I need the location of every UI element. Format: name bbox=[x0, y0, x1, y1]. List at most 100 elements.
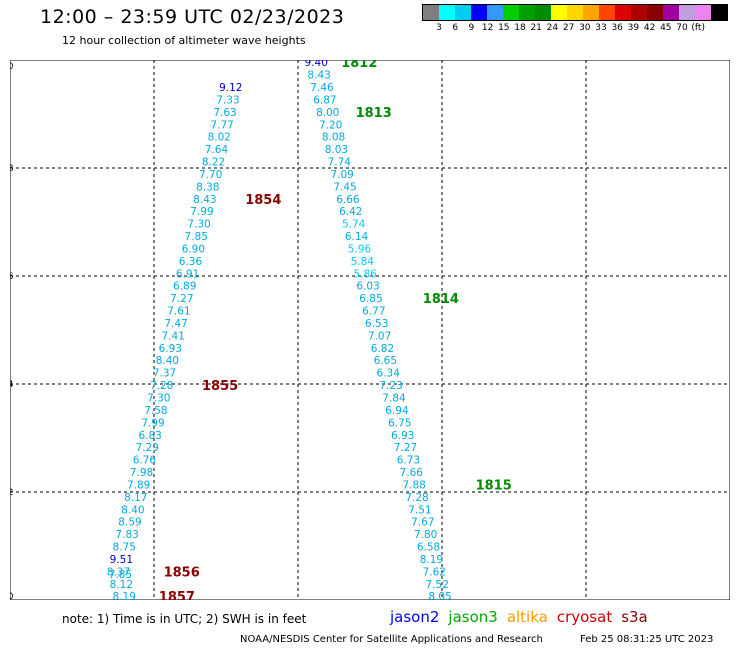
swh-value: 7.28 bbox=[150, 380, 173, 392]
swh-value: 7.67 bbox=[411, 517, 434, 529]
legend-label: 9 bbox=[468, 23, 475, 33]
legend-swatch bbox=[631, 5, 647, 20]
legend-swatch bbox=[695, 5, 711, 20]
swh-value: 7.88 bbox=[402, 479, 425, 491]
swh-value: 7.99 bbox=[190, 206, 213, 218]
legend-label: (ft) bbox=[691, 23, 705, 33]
legend-swatch bbox=[423, 5, 439, 20]
swh-value: 6.65 bbox=[374, 355, 397, 367]
swh-value: 6.42 bbox=[339, 206, 362, 218]
map-frame bbox=[10, 60, 730, 600]
legend-label: 39 bbox=[627, 23, 640, 33]
swh-value: 6.34 bbox=[377, 368, 401, 380]
swh-value: 7.37 bbox=[153, 368, 176, 380]
pass-time-label: 1855 bbox=[202, 379, 238, 394]
legend-swatch bbox=[679, 5, 695, 20]
swh-value: 8.43 bbox=[193, 194, 216, 206]
legend-swatch bbox=[615, 5, 631, 20]
legend-swatch bbox=[647, 5, 663, 20]
swh-value: 7.46 bbox=[310, 82, 334, 94]
swh-value: 7.41 bbox=[162, 330, 185, 342]
swh-value: 6.93 bbox=[391, 430, 414, 442]
swh-value: 6.66 bbox=[336, 194, 360, 206]
swh-value: 7.07 bbox=[368, 330, 391, 342]
legend-swatch bbox=[487, 5, 503, 20]
pass-time-label: 1812 bbox=[341, 60, 377, 71]
legend-label: 36 bbox=[611, 23, 623, 33]
swh-value: 7.28 bbox=[405, 492, 428, 504]
latitude-label: 14 bbox=[10, 380, 14, 390]
swh-value: 9.51 bbox=[110, 554, 133, 566]
footer-note: note: 1) Time is in UTC; 2) SWH is in fe… bbox=[62, 612, 307, 626]
legend-label: 45 bbox=[660, 23, 672, 33]
swh-value: 8.19 bbox=[420, 554, 443, 566]
swh-value: 6.76 bbox=[133, 455, 157, 467]
swh-value: 7.80 bbox=[414, 529, 437, 541]
swh-value: 7.98 bbox=[130, 467, 153, 479]
swh-value: 6.85 bbox=[359, 293, 382, 305]
swh-value: 6.93 bbox=[159, 343, 182, 355]
page-title: 12:00 – 23:59 UTC 02/23/2023 bbox=[40, 6, 345, 28]
altimeter-map: -135-132-129-126-123-120 101214161820 9.… bbox=[10, 60, 730, 600]
pass-time-label: 1813 bbox=[356, 106, 392, 121]
swh-value: 9.40 bbox=[305, 60, 328, 69]
swh-value: 7.51 bbox=[408, 504, 431, 516]
satellite-cryosat: cryosat bbox=[556, 608, 613, 626]
satellite-jason2: jason2 bbox=[390, 608, 440, 626]
legend-swatch bbox=[455, 5, 471, 20]
legend-label: 12 bbox=[481, 23, 494, 33]
swh-value: 6.75 bbox=[388, 417, 411, 429]
pass-time-label: 1815 bbox=[476, 478, 512, 493]
swh-value: 7.77 bbox=[210, 119, 233, 131]
track-times: 181218131814181518161854185518561857 bbox=[159, 60, 512, 600]
legend-swatch bbox=[711, 5, 727, 20]
legend-label: 27 bbox=[562, 23, 575, 33]
latitude-label: 20 bbox=[10, 62, 14, 72]
legend-label: 70 bbox=[676, 23, 688, 33]
swh-value: 6.83 bbox=[138, 430, 161, 442]
legend-swatch bbox=[567, 5, 583, 20]
swh-value: 6.14 bbox=[345, 231, 369, 243]
latitude-label: 16 bbox=[10, 272, 14, 282]
legend-color-bar bbox=[422, 4, 728, 21]
swh-value: 6.91 bbox=[176, 268, 199, 280]
swh-value: 7.09 bbox=[330, 169, 353, 181]
latitude-labels: 10 12 14 16 18 20 bbox=[10, 62, 14, 600]
footer-timestamp: Feb 25 08:31:25 UTC 2023 bbox=[580, 634, 714, 645]
latitude-label: 18 bbox=[10, 164, 14, 174]
swh-value: 5.84 bbox=[351, 256, 375, 268]
swh-value: 5.96 bbox=[348, 243, 372, 255]
swh-value: 8.05 bbox=[428, 591, 451, 600]
swh-value: 9.12 bbox=[219, 82, 242, 94]
swh-value: 6.77 bbox=[362, 306, 385, 318]
swh-value: 7.20 bbox=[319, 119, 342, 131]
swh-value: 6.03 bbox=[356, 281, 379, 293]
swh-value: 8.22 bbox=[202, 157, 225, 169]
footer-credit: NOAA/NESDIS Center for Satellite Applica… bbox=[240, 634, 543, 645]
swh-value: 8.17 bbox=[124, 492, 147, 504]
swh-value: 8.40 bbox=[156, 355, 179, 367]
pass-time-label: 1856 bbox=[164, 565, 200, 580]
swh-value: 5.86 bbox=[354, 268, 378, 280]
swh-value: 6.36 bbox=[179, 256, 203, 268]
swh-value: 8.03 bbox=[325, 144, 348, 156]
latitude-label: 12 bbox=[10, 488, 13, 498]
legend-swatch bbox=[503, 5, 519, 20]
swh-value: 8.08 bbox=[322, 132, 345, 144]
swh-value: 7.89 bbox=[127, 479, 150, 491]
swh-value: 7.64 bbox=[205, 144, 229, 156]
swh-value: 8.40 bbox=[121, 504, 144, 516]
swh-value: 7.58 bbox=[144, 405, 167, 417]
swh-value: 7.61 bbox=[167, 306, 190, 318]
swh-value: 6.82 bbox=[371, 343, 394, 355]
satellite-jason3: jason3 bbox=[448, 608, 498, 626]
swh-value: 7.23 bbox=[379, 380, 402, 392]
legend-label: 42 bbox=[643, 23, 656, 33]
legend-label: 3 bbox=[436, 23, 442, 33]
swh-value: 8.37 bbox=[107, 566, 130, 578]
swh-value: 7.52 bbox=[426, 579, 449, 591]
swh-value: 7.63 bbox=[213, 107, 236, 119]
legend-labels: 3 6 9 12 15 18 21 24 27 30 33 36 39 42 45 70 (ft) bbox=[422, 23, 728, 37]
swh-value: 8.75 bbox=[113, 542, 136, 554]
legend-swatch bbox=[519, 5, 535, 20]
